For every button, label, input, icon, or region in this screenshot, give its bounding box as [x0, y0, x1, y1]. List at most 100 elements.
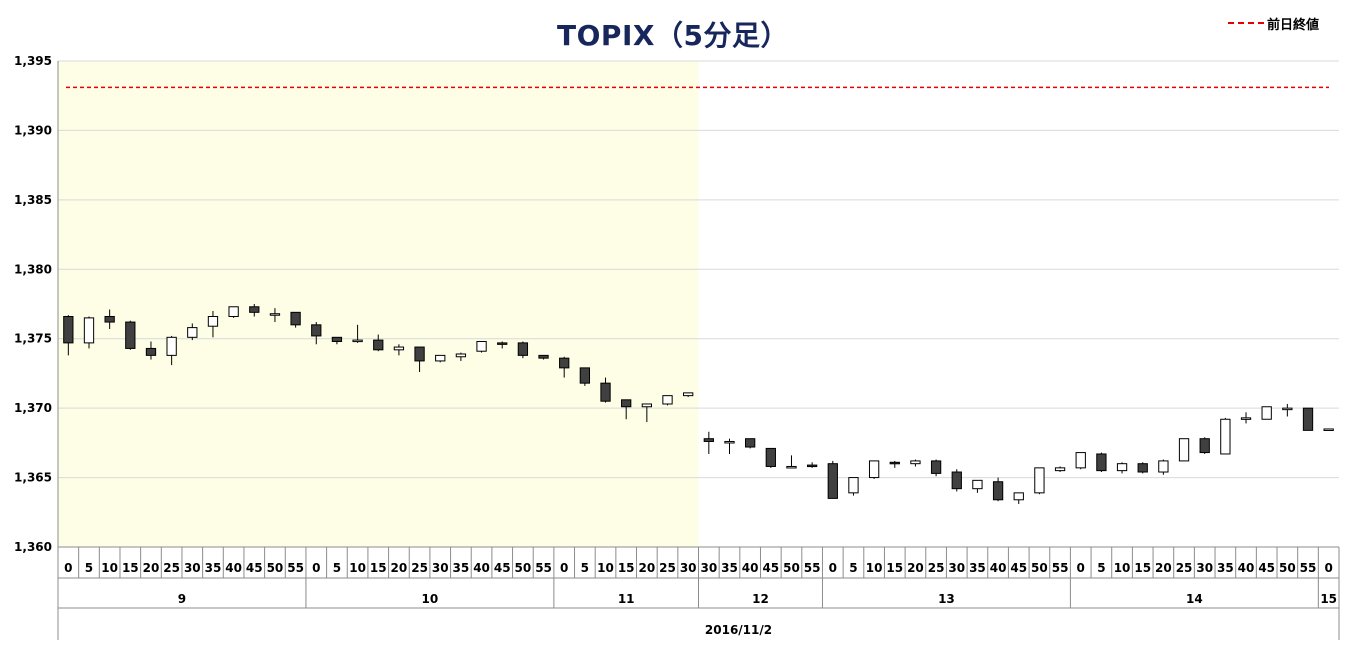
candle-body — [1054, 467, 1066, 472]
candle-body — [187, 327, 198, 338]
x-tick-label-minute: 15 — [618, 561, 635, 575]
candle — [269, 308, 281, 323]
axes — [57, 61, 1340, 640]
x-tick-label-minute: 50 — [783, 561, 800, 575]
x-tick-label-minute: 50 — [1031, 561, 1048, 575]
x-tick-label-hour: 9 — [178, 592, 186, 606]
candles — [63, 304, 1334, 504]
candle — [290, 311, 301, 328]
x-tick-label-minute: 55 — [1300, 561, 1317, 575]
candle — [414, 346, 425, 373]
x-tick-label-minute: 50 — [515, 561, 532, 575]
candle-body — [910, 460, 921, 465]
candle-body — [579, 367, 591, 384]
y-tick-label: 1,390 — [14, 123, 52, 137]
candle-body — [724, 440, 735, 444]
x-tick-label-minute: 10 — [597, 561, 614, 575]
candle — [1323, 428, 1334, 431]
candle-body — [538, 354, 549, 359]
candle-body — [765, 447, 776, 467]
x-tick-label-minute: 10 — [1114, 561, 1131, 575]
candle-body — [125, 321, 136, 349]
candle-body — [455, 353, 467, 358]
x-tick-label-minute: 20 — [143, 561, 160, 575]
x-tick-label-minute: 50 — [1279, 561, 1296, 575]
y-tick-label: 1,360 — [14, 540, 52, 554]
candle — [166, 335, 177, 366]
candle — [104, 309, 115, 329]
candle-body — [1178, 438, 1190, 462]
candle-body — [1096, 453, 1107, 472]
candle-body — [992, 481, 1004, 501]
x-tick-label-minute: 35 — [205, 561, 222, 575]
x-tick-label-minute: 5 — [85, 561, 93, 575]
x-axis-labels: 1,360 1,365 1,370 1,375 1,380 1,385 1,390 1,395… — [14, 54, 1337, 637]
x-tick-label-minute: 45 — [246, 561, 263, 575]
x-tick-label-minute: 55 — [1052, 561, 1069, 575]
x-tick-label-minute: 40 — [473, 561, 490, 575]
x-tick-label-minute: 10 — [349, 561, 366, 575]
x-tick-label-minute: 25 — [1176, 561, 1193, 575]
x-tick-label-minute: 20 — [1155, 561, 1172, 575]
candle — [538, 354, 549, 360]
candle — [83, 316, 95, 349]
candle — [1261, 406, 1272, 420]
candle-body — [683, 392, 694, 397]
candle-body — [786, 465, 797, 469]
candle — [600, 377, 611, 403]
candle-body — [559, 357, 570, 369]
x-tick-label-minute: 0 — [1077, 561, 1085, 575]
candle-body — [745, 438, 756, 448]
candle — [992, 477, 1004, 502]
candle — [311, 322, 322, 345]
candle-body — [331, 336, 343, 342]
x-tick-label-minute: 10 — [101, 561, 118, 575]
x-tick-label-minute: 40 — [990, 561, 1007, 575]
candle-body — [311, 324, 322, 337]
x-tick-label-hour: 14 — [1186, 592, 1203, 606]
x-tick-label-minute: 25 — [163, 561, 180, 575]
candle — [1034, 467, 1045, 495]
candle — [683, 392, 694, 398]
x-tick-label-minute: 35 — [721, 561, 738, 575]
candle-body — [373, 339, 384, 351]
candle — [1302, 407, 1314, 431]
x-tick-label-minute: 30 — [948, 561, 965, 575]
candle-body — [63, 315, 74, 344]
x-tick-label-minute: 45 — [494, 561, 511, 575]
candle-body — [1137, 463, 1148, 473]
candle — [455, 352, 467, 361]
legend-label-prev-close: 前日終値 — [1267, 17, 1320, 33]
candle-body — [889, 461, 900, 465]
y-tick-label: 1,365 — [14, 471, 52, 485]
candle — [1075, 452, 1086, 470]
candle — [889, 460, 900, 468]
x-tick-label-hour: 10 — [422, 592, 439, 606]
candle-body — [951, 471, 962, 490]
candle-body — [827, 463, 838, 499]
candle-body — [83, 317, 95, 344]
x-tick-label-minute: 35 — [453, 561, 470, 575]
candle — [249, 304, 260, 317]
x-tick-label-minute: 10 — [866, 561, 883, 575]
candle-body — [972, 479, 983, 490]
candle — [207, 310, 219, 338]
candle-body — [621, 399, 632, 408]
candle — [1013, 492, 1024, 504]
candle-body — [930, 460, 942, 474]
candle — [435, 354, 446, 363]
candle-body — [414, 346, 425, 362]
candle — [1199, 437, 1210, 454]
x-tick-label-minute: 15 — [1134, 561, 1151, 575]
x-tick-label-minute: 5 — [581, 561, 589, 575]
candle — [1220, 417, 1231, 455]
chart-title: TOPIX（5分足） — [557, 19, 789, 52]
y-tick-label: 1,375 — [14, 332, 52, 346]
x-tick-label-minute: 55 — [287, 561, 304, 575]
candle — [1054, 466, 1066, 473]
candle — [1096, 452, 1107, 473]
x-tick-label-minute: 30 — [432, 561, 449, 575]
candle-body — [1302, 407, 1314, 431]
candle — [228, 306, 239, 318]
x-tick-label-minute: 35 — [969, 561, 986, 575]
